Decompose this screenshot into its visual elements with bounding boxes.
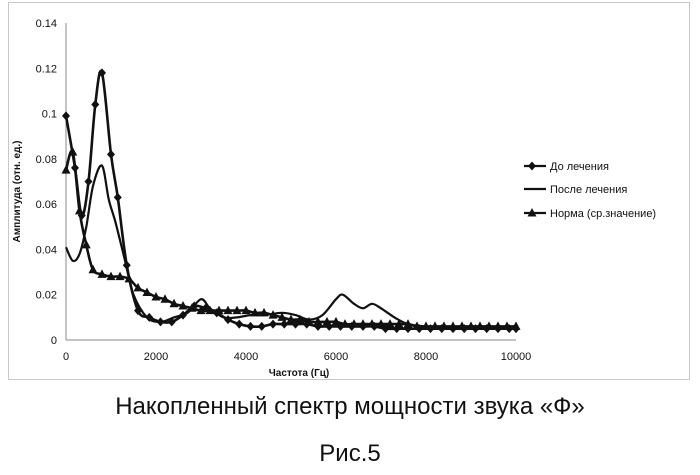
x-tick-label: 2000: [144, 351, 168, 363]
series-0: [62, 68, 520, 333]
x-tick-label: 10000: [501, 351, 532, 363]
y-tick-label: 0.04: [36, 244, 57, 256]
data-point: [258, 322, 266, 331]
data-point: [114, 193, 122, 202]
x-tick-labels: 0 2000 4000 6000 8000 10000: [63, 351, 531, 363]
chart-caption: Накопленный спектр мощности звука «Ф»: [0, 393, 700, 421]
legend-marker: [528, 162, 536, 171]
data-point: [157, 317, 165, 326]
x-axis-label: Частота (Гц): [269, 368, 330, 379]
y-tick-labels: 0 0.02 0.04 0.06 0.08 0.1 0.12 0.14: [36, 18, 57, 347]
data-point: [247, 322, 255, 331]
y-tick-label: 0.12: [36, 63, 57, 75]
data-point: [75, 206, 84, 215]
y-axis-label: Амплитуда (отн. ед.): [12, 140, 23, 242]
data-point: [68, 147, 77, 156]
data-point: [123, 261, 131, 270]
y-tick-label: 0.02: [36, 290, 57, 302]
data-point: [91, 100, 99, 109]
y-tick-label: 0.1: [42, 109, 57, 121]
series-layer: [62, 68, 521, 333]
series-1: [66, 165, 516, 328]
legend-label: Норма (ср.значение): [550, 208, 656, 220]
data-point: [269, 320, 277, 329]
x-tick-label: 0: [63, 351, 69, 363]
legend: До лечения После лечения Норма (ср.значени…: [524, 161, 656, 220]
data-point: [89, 265, 98, 274]
series-2: [62, 147, 521, 330]
data-point: [107, 150, 115, 159]
x-tick-label: 4000: [234, 351, 258, 363]
legend-label: До лечения: [550, 161, 609, 173]
y-tick-label: 0.14: [36, 18, 57, 30]
y-tick-label: 0.08: [36, 154, 57, 166]
data-point: [280, 320, 288, 329]
data-point: [235, 320, 243, 329]
series-line: [66, 71, 516, 329]
data-point: [62, 165, 71, 174]
series-line: [66, 165, 516, 328]
data-point: [62, 111, 70, 120]
x-tick-label: 8000: [414, 351, 438, 363]
chart: 0 0.02 0.04 0.06 0.08 0.1 0.12 0.14 0 2000 4000 60…: [0, 0, 700, 385]
data-point: [85, 177, 93, 186]
y-tick-label: 0: [51, 335, 57, 347]
legend-label: После лечения: [550, 184, 627, 196]
figure-label: Рис.5: [0, 440, 700, 468]
x-tick-label: 6000: [324, 351, 348, 363]
y-tick-label: 0.06: [36, 199, 57, 211]
